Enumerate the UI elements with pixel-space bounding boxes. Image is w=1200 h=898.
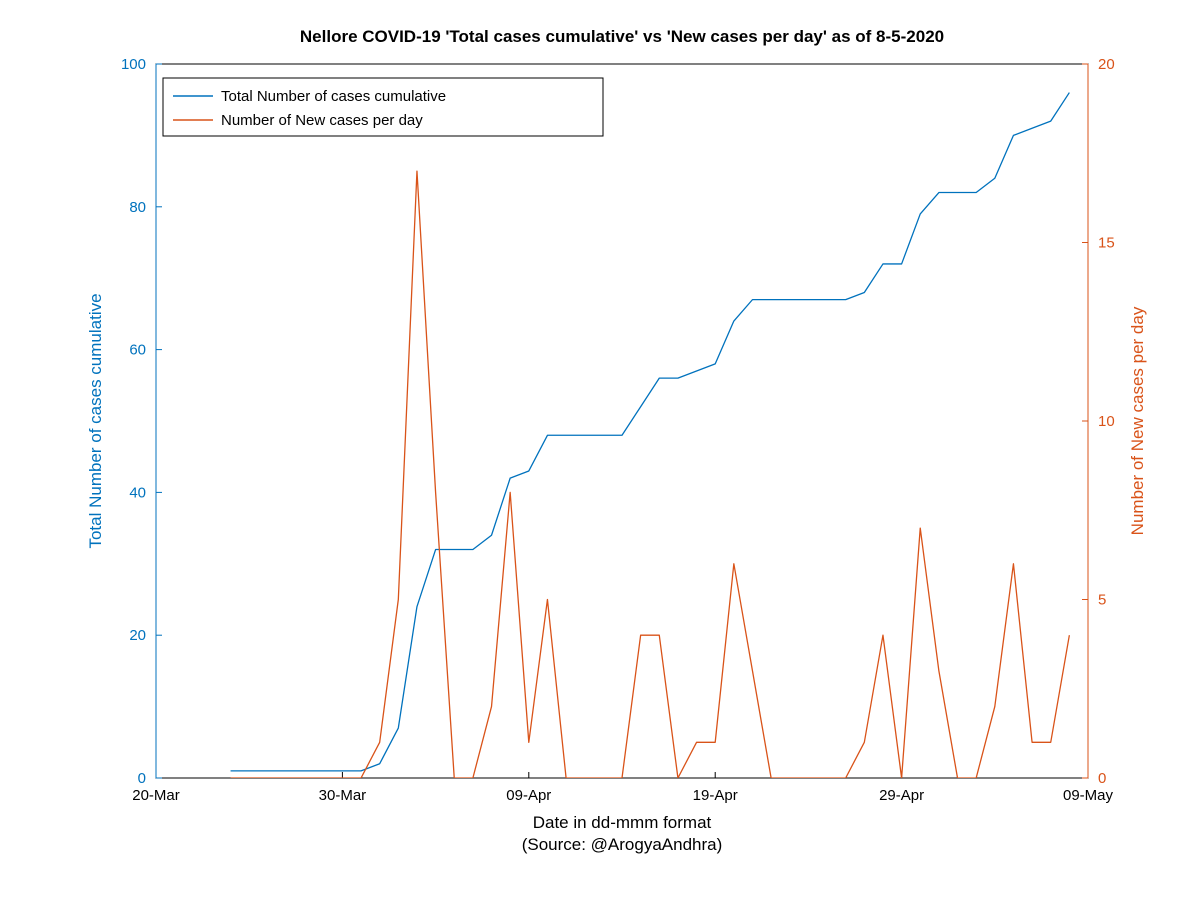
y-left-tick-label: 100 (121, 56, 146, 73)
chart-svg: 20-Mar 30-Mar 09-Apr 19-Apr 29-Apr 09-May Date… (0, 0, 1200, 898)
x-tick-label: 30-Mar (319, 787, 367, 804)
y-right-tick-label: 0 (1098, 770, 1106, 787)
plot-border (156, 64, 1088, 778)
x-axis-label: Date in dd-mmm format (533, 813, 712, 832)
y-right-tick-label: 10 (1098, 413, 1115, 430)
y-right-tick-label: 20 (1098, 56, 1115, 73)
x-tick-label: 20-Mar (132, 787, 180, 804)
chart-container: 20-Mar 30-Mar 09-Apr 19-Apr 29-Apr 09-May Date… (0, 0, 1200, 898)
y-right-tick-label: 15 (1098, 235, 1115, 252)
x-tick-label: 09-Apr (506, 787, 551, 804)
x-tick-label: 19-Apr (693, 787, 738, 804)
x-tick-label: 29-Apr (879, 787, 924, 804)
y-left-tick-label: 0 (138, 770, 146, 787)
legend-label: Number of New cases per day (221, 112, 423, 129)
y-left-tick-label: 40 (129, 484, 146, 501)
y-left-tick-label: 80 (129, 199, 146, 216)
x-tick-label: 09-May (1063, 787, 1114, 804)
chart-title: Nellore COVID-19 'Total cases cumulative… (300, 27, 944, 46)
y-left-tick-label: 60 (129, 342, 146, 359)
y-right-tick-label: 5 (1098, 592, 1106, 609)
y-left-tick-label: 20 (129, 627, 146, 644)
line-new-cases (231, 171, 1070, 778)
legend-label: Total Number of cases cumulative (221, 88, 446, 105)
line-cumulative (231, 93, 1070, 771)
y-right-axis-label: Number of New cases per day (1128, 306, 1147, 535)
data-group (231, 93, 1070, 778)
x-axis-sublabel: (Source: @ArogyaAndhra) (522, 835, 723, 854)
y-left-axis-label: Total Number of cases cumulative (86, 293, 105, 548)
